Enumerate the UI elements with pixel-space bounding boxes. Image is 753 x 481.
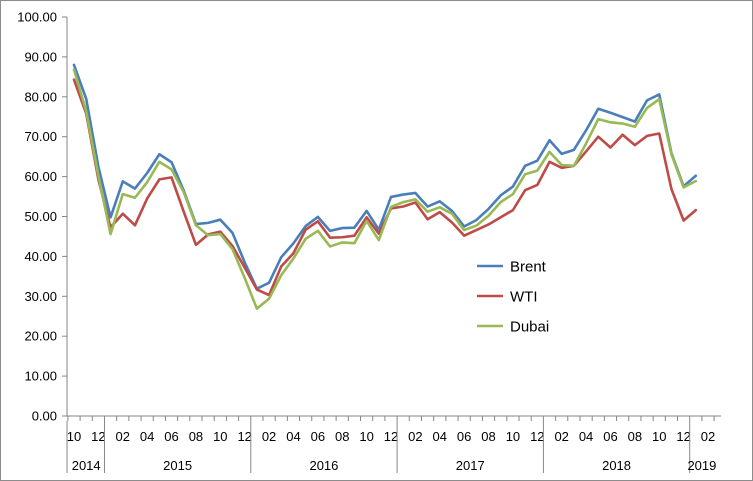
x-tick-label: 12	[237, 429, 251, 444]
series-lines	[72, 63, 698, 310]
x-tick-label: 12	[676, 429, 690, 444]
legend: Brent WTI Dubai	[477, 259, 549, 336]
x-tick-label: 04	[433, 429, 447, 444]
x-axis: 10 12 02 04 06 08 10 12 02 04 06 08 10 12 02 04 06 08 10 12…	[66, 415, 721, 473]
x-tick-label: 02	[701, 429, 715, 444]
x-tick-label: 10	[359, 429, 373, 444]
y-tick-label: 50.00	[24, 209, 57, 224]
year-label: 2015	[163, 458, 192, 473]
year-label: 2019	[687, 458, 716, 473]
x-tick-label: 02	[554, 429, 568, 444]
x-tick-label: 02	[116, 429, 130, 444]
series-line-dubai	[72, 68, 698, 310]
x-tick-label: 06	[457, 429, 471, 444]
x-tick-label: 08	[628, 429, 642, 444]
x-tick-label: 04	[579, 429, 593, 444]
series-line-brent	[72, 63, 698, 291]
y-tick-label: 70.00	[24, 129, 57, 144]
x-tick-label: 06	[603, 429, 617, 444]
x-tick-label: 10	[506, 429, 520, 444]
x-tick-label: 10	[652, 429, 666, 444]
x-tick-label: 02	[408, 429, 422, 444]
y-tick-label: 90.00	[24, 49, 57, 64]
x-tick-label: 12	[91, 429, 105, 444]
legend-label-wti: WTI	[510, 289, 538, 306]
x-tick-label: 08	[335, 429, 349, 444]
legend-label-brent: Brent	[510, 259, 547, 276]
x-tick-label: 10	[213, 429, 227, 444]
x-tick-label: 02	[262, 429, 276, 444]
x-tick-label: 08	[189, 429, 203, 444]
legend-label-dubai: Dubai	[510, 319, 549, 336]
y-tick-label: 0.00	[32, 409, 57, 424]
series-line-wti	[72, 78, 698, 297]
x-tick-label: 04	[286, 429, 300, 444]
x-tick-label: 12	[384, 429, 398, 444]
year-label: 2014	[72, 458, 101, 473]
year-label: 2016	[309, 458, 338, 473]
x-tick-label: 08	[481, 429, 495, 444]
x-tick-label: 10	[67, 429, 81, 444]
year-label: 2018	[602, 458, 631, 473]
x-tick-label: 06	[311, 429, 325, 444]
x-tick-label: 12	[530, 429, 544, 444]
y-tick-label: 10.00	[24, 369, 57, 384]
y-tick-label: 40.00	[24, 249, 57, 264]
y-tick-label: 100.00	[17, 10, 57, 25]
y-tick-label: 30.00	[24, 289, 57, 304]
x-tick-label: 04	[140, 429, 154, 444]
x-tick-label: 06	[164, 429, 178, 444]
y-tick-label: 60.00	[24, 169, 57, 184]
y-axis: 0.00 10.00 20.00 30.00 40.00 50.00 60.00 70.00 8…	[17, 10, 68, 424]
y-tick-label: 20.00	[24, 329, 57, 344]
y-tick-label: 80.00	[24, 89, 57, 104]
year-label: 2017	[456, 458, 485, 473]
